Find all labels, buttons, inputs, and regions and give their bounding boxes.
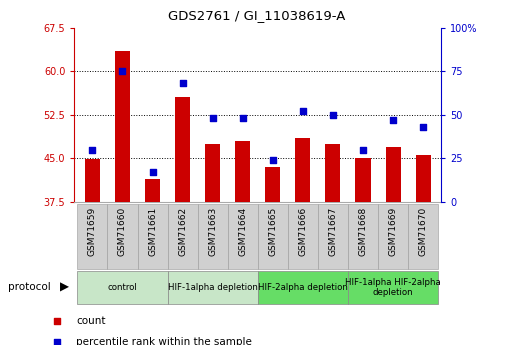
FancyBboxPatch shape	[258, 204, 288, 269]
Bar	[205, 144, 220, 202]
Point	[53, 318, 61, 324]
Point	[359, 147, 367, 152]
FancyBboxPatch shape	[107, 204, 137, 269]
FancyBboxPatch shape	[77, 204, 107, 269]
Text: GSM71663: GSM71663	[208, 207, 217, 256]
Point	[209, 116, 217, 121]
Text: GSM71670: GSM71670	[419, 207, 428, 256]
Bar	[295, 138, 310, 202]
Point	[299, 108, 307, 114]
Point	[269, 157, 277, 163]
Text: HIF-1alpha depletion: HIF-1alpha depletion	[168, 283, 258, 292]
FancyBboxPatch shape	[318, 204, 348, 269]
FancyBboxPatch shape	[228, 204, 258, 269]
Bar	[416, 155, 430, 202]
Text: GSM71659: GSM71659	[88, 207, 97, 256]
Text: HIF-1alpha HIF-2alpha
depletion: HIF-1alpha HIF-2alpha depletion	[345, 277, 441, 297]
Text: control: control	[108, 283, 137, 292]
Bar	[325, 144, 341, 202]
Text: GSM71660: GSM71660	[118, 207, 127, 256]
FancyBboxPatch shape	[408, 204, 438, 269]
Text: GSM71661: GSM71661	[148, 207, 157, 256]
Text: GDS2761 / GI_11038619-A: GDS2761 / GI_11038619-A	[168, 9, 345, 22]
Text: HIF-2alpha depletion: HIF-2alpha depletion	[258, 283, 348, 292]
Text: GSM71665: GSM71665	[268, 207, 278, 256]
Bar	[145, 179, 160, 202]
Bar	[356, 158, 370, 202]
Text: percentile rank within the sample: percentile rank within the sample	[76, 337, 252, 345]
FancyBboxPatch shape	[348, 204, 378, 269]
Point	[119, 68, 127, 74]
FancyBboxPatch shape	[258, 271, 348, 304]
FancyBboxPatch shape	[77, 271, 168, 304]
Text: GSM71662: GSM71662	[178, 207, 187, 256]
Text: GSM71668: GSM71668	[359, 207, 367, 256]
Text: ▶: ▶	[60, 281, 69, 294]
FancyBboxPatch shape	[288, 204, 318, 269]
Point	[329, 112, 337, 118]
Text: GSM71667: GSM71667	[328, 207, 338, 256]
Point	[148, 169, 156, 175]
FancyBboxPatch shape	[137, 204, 168, 269]
Text: GSM71666: GSM71666	[299, 207, 307, 256]
Bar	[386, 147, 401, 202]
Bar	[115, 51, 130, 202]
Text: GSM71664: GSM71664	[238, 207, 247, 256]
Text: count: count	[76, 316, 105, 326]
Bar	[235, 141, 250, 202]
Bar	[85, 159, 100, 202]
Point	[419, 124, 427, 130]
Text: GSM71669: GSM71669	[388, 207, 398, 256]
Point	[88, 147, 96, 152]
Point	[53, 339, 61, 344]
Text: protocol: protocol	[8, 282, 50, 292]
Bar	[175, 97, 190, 202]
FancyBboxPatch shape	[348, 271, 438, 304]
FancyBboxPatch shape	[378, 204, 408, 269]
Point	[239, 116, 247, 121]
FancyBboxPatch shape	[168, 204, 198, 269]
Point	[179, 81, 187, 86]
Point	[389, 117, 397, 123]
FancyBboxPatch shape	[198, 204, 228, 269]
FancyBboxPatch shape	[168, 271, 258, 304]
Bar	[265, 167, 280, 202]
